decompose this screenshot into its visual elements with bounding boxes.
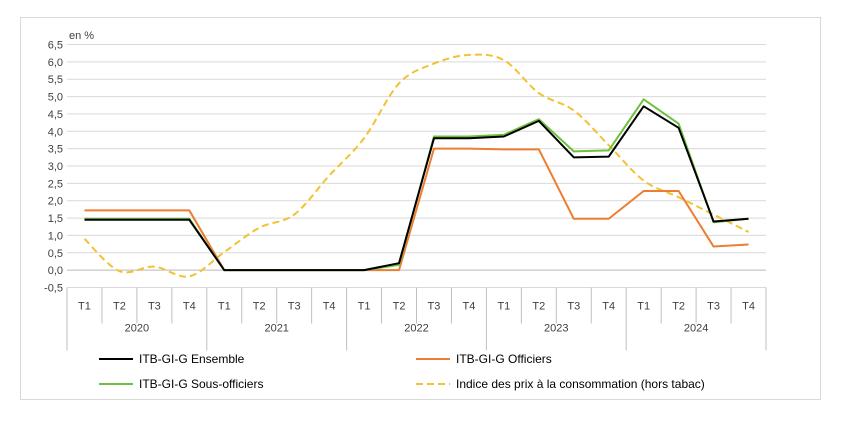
series-lines	[83, 53, 749, 278]
quarter-tick-label: T3	[288, 301, 301, 313]
y-tick-label: 0,0	[48, 265, 63, 277]
quarter-tick-label: T1	[637, 301, 650, 313]
y-tick-label: 6,0	[48, 57, 63, 69]
quarter-tick-label: T3	[567, 301, 580, 313]
gridlines	[67, 44, 766, 288]
quarter-tick-label: T2	[113, 301, 126, 313]
quarter-tick-label: T4	[602, 301, 615, 313]
y-tick-label: 3,0	[48, 161, 63, 173]
y-tick-label: 3,5	[48, 144, 63, 156]
chart-frame: en % -0,5 0,0 0,5 1,0 1,5 2,0 2,5 3,0 3,5 4,0 4,5 5…	[20, 17, 821, 400]
y-tick-label: 4,5	[48, 109, 63, 121]
quarter-tick-label: T3	[707, 301, 720, 313]
series-line-0	[84, 105, 749, 272]
year-tick-label: 2023	[544, 323, 568, 335]
legend: ITB-GI-G Ensemble ITB-GI-G Officiers ITB-G…	[99, 352, 705, 391]
quarter-tick-label: T1	[358, 301, 371, 313]
quarter-tick-label: T1	[497, 301, 510, 313]
quarter-tick-label: T2	[393, 301, 406, 313]
y-tick-label: 5,0	[48, 92, 63, 104]
y-tick-label: -0,5	[44, 283, 63, 295]
y-tick-label: 4,0	[48, 126, 63, 138]
quarter-tick-label: T2	[253, 301, 266, 313]
series-line-1	[84, 147, 749, 272]
legend-label: ITB-GI-G Ensemble	[139, 352, 245, 366]
quarter-tick-label: T4	[323, 301, 336, 313]
quarter-tick-label: T4	[742, 301, 755, 313]
quarter-tick-label: T2	[532, 301, 545, 313]
quarter-tick-label: T4	[183, 301, 196, 313]
unit-label: en %	[69, 30, 94, 42]
y-tick-label: 1,0	[48, 230, 63, 242]
quarter-tick-label: T3	[148, 301, 161, 313]
series-line-3	[83, 53, 749, 278]
y-tick-label: 2,0	[48, 196, 63, 208]
y-axis: -0,5 0,0 0,5 1,0 1,5 2,0 2,5 3,0 3,5 4,0 4,5 5,0 5,5…	[44, 40, 63, 295]
y-tick-label: 0,5	[48, 248, 63, 260]
year-tick-label: 2024	[684, 323, 708, 335]
legend-label: ITB-GI-G Officiers	[456, 352, 552, 366]
y-tick-label: 5,5	[48, 74, 63, 86]
x-axis: T1 T2 T3 T4 T1 T2 T3 T4 T1 T2 T3 T4 T1 T2 T3 T4 T1 T2 T3 T4…	[66, 269, 767, 351]
quarter-tick-label: T1	[218, 301, 231, 313]
quarter-tick-label: T2	[672, 301, 685, 313]
y-tick-label: 2,5	[48, 178, 63, 190]
legend-label: ITB-GI-G Sous-officiers	[139, 377, 263, 391]
y-tick-label: 6,5	[48, 40, 63, 52]
year-tick-label: 2022	[404, 323, 428, 335]
line-chart: en % -0,5 0,0 0,5 1,0 1,5 2,0 2,5 3,0 3,5 4,0 4,5 5…	[44, 30, 767, 391]
legend-label: Indice des prix à la consommation (hors …	[456, 377, 705, 391]
y-tick-label: 1,5	[48, 213, 63, 225]
year-tick-label: 2020	[125, 323, 149, 335]
quarter-tick-label: T4	[463, 301, 476, 313]
year-tick-label: 2021	[264, 323, 288, 335]
quarter-tick-label: T3	[428, 301, 441, 313]
quarter-tick-label: T1	[78, 301, 91, 313]
